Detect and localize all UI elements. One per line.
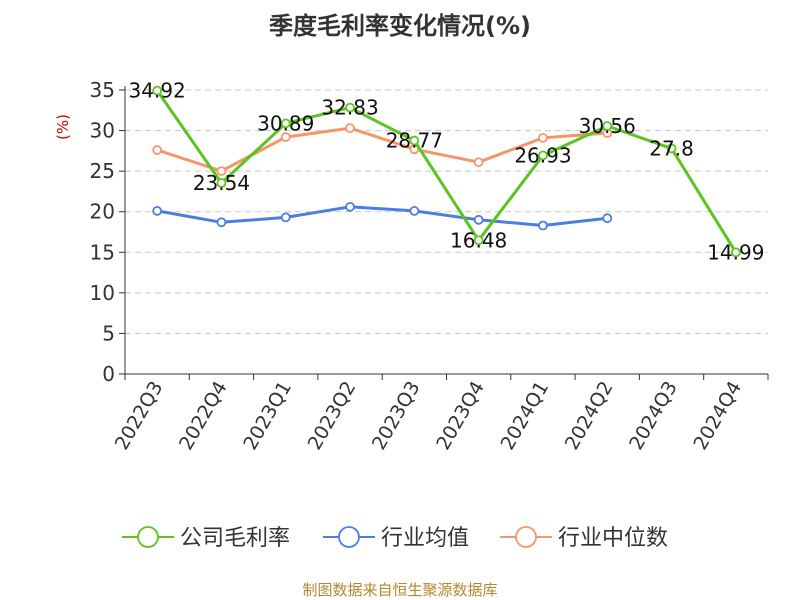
series-line bbox=[155, 89, 738, 254]
data-label: 26.93 bbox=[514, 143, 571, 167]
gridlines bbox=[125, 89, 768, 334]
data-label: 30.89 bbox=[257, 111, 314, 135]
axes bbox=[119, 86, 769, 380]
data-point bbox=[280, 118, 291, 129]
y-axis-label: (%) bbox=[54, 114, 72, 140]
data-point bbox=[345, 201, 355, 212]
data-label: 32.83 bbox=[321, 96, 378, 120]
x-tick-label: 2024Q3 bbox=[625, 378, 682, 454]
data-point bbox=[538, 132, 548, 143]
data-point bbox=[152, 206, 163, 216]
series-line bbox=[156, 205, 608, 227]
data-point bbox=[152, 85, 163, 96]
data-label: 16.48 bbox=[450, 228, 507, 252]
data-point bbox=[280, 212, 291, 223]
x-tick-label: 2023Q4 bbox=[432, 378, 489, 454]
y-tick-label: 15 bbox=[90, 240, 115, 264]
data-point bbox=[216, 217, 227, 228]
series-lines bbox=[152, 85, 741, 258]
data-point bbox=[409, 135, 420, 146]
data-point bbox=[345, 123, 355, 134]
data-point bbox=[602, 121, 613, 131]
y-tick-label: 35 bbox=[90, 78, 115, 102]
data-labels: 34.92 23.54 30.89 32.83 28.77 16.48 26.93 30.56… bbox=[129, 79, 765, 265]
y-tick-label: 5 bbox=[102, 321, 115, 345]
data-point bbox=[216, 178, 227, 188]
data-point bbox=[473, 235, 484, 246]
data-point bbox=[666, 143, 677, 154]
x-tick-labels: 2022Q3 2022Q4 2023Q1 2023Q2 2023Q3 2023Q4 2024… bbox=[111, 378, 746, 454]
y-tick-label: 10 bbox=[90, 281, 115, 305]
y-tick-label: 0 bbox=[102, 362, 115, 386]
data-point bbox=[602, 213, 613, 224]
data-point bbox=[345, 102, 355, 113]
data-point bbox=[473, 157, 484, 168]
data-point bbox=[216, 166, 227, 177]
x-tick-label: 2024Q1 bbox=[497, 378, 554, 454]
x-tick-label: 2023Q1 bbox=[239, 378, 296, 454]
data-label: 28.77 bbox=[386, 129, 443, 153]
legend-label: 行业中位数 bbox=[558, 526, 668, 551]
data-label: 30.56 bbox=[579, 114, 636, 138]
data-point bbox=[473, 214, 484, 225]
y-tick-labels: 0 5 10 15 20 25 30 35 bbox=[90, 78, 115, 386]
legend-marker bbox=[137, 526, 159, 548]
source-note: 制图数据来自恒生聚源数据库 bbox=[302, 581, 497, 599]
chart-title: 季度毛利率变化情况(%) bbox=[269, 12, 531, 40]
data-point bbox=[730, 247, 741, 258]
series-line bbox=[156, 126, 608, 173]
legend-label: 公司毛利率 bbox=[180, 526, 290, 551]
data-point bbox=[538, 150, 548, 161]
y-tick-label: 30 bbox=[90, 119, 115, 143]
data-point bbox=[538, 220, 548, 231]
data-label: 27.8 bbox=[649, 136, 694, 160]
data-label: 14.99 bbox=[707, 240, 764, 264]
legend-label: 行业均值 bbox=[381, 526, 469, 551]
data-point bbox=[152, 145, 163, 155]
legend-marker bbox=[338, 526, 360, 548]
x-tick-label: 2022Q4 bbox=[175, 378, 232, 454]
x-tick-label: 2024Q2 bbox=[561, 378, 618, 454]
x-tick-label: 2024Q4 bbox=[689, 378, 746, 454]
legend: 公司毛利率 行业均值 行业中位数 bbox=[122, 526, 668, 551]
y-tick-label: 20 bbox=[90, 200, 115, 224]
data-label: 23.54 bbox=[193, 171, 250, 195]
x-tick-label: 2023Q3 bbox=[368, 378, 425, 454]
data-point bbox=[409, 206, 420, 216]
data-point bbox=[280, 132, 291, 142]
y-tick-label: 25 bbox=[90, 159, 115, 183]
x-tick-label: 2022Q3 bbox=[111, 378, 168, 454]
legend-marker bbox=[515, 526, 537, 548]
x-tick-label: 2023Q2 bbox=[304, 378, 361, 454]
data-label: 34.92 bbox=[129, 79, 186, 103]
